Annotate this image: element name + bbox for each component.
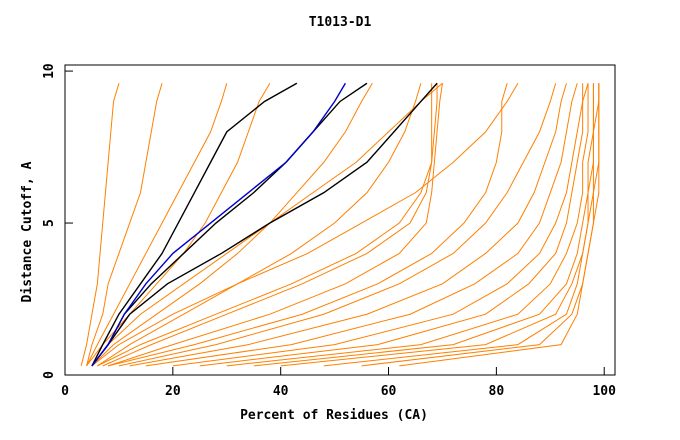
series-line	[145, 83, 578, 367]
series-line	[91, 82, 298, 367]
series-line	[172, 83, 584, 367]
series-line	[280, 83, 594, 367]
series-line	[323, 83, 600, 367]
series-line	[91, 82, 519, 367]
series-line	[129, 83, 567, 367]
plot-frame	[64, 64, 616, 376]
x-tick-label: 60	[381, 384, 397, 399]
x-tick-label: 0	[61, 384, 69, 399]
series-line	[91, 82, 346, 367]
series-line	[399, 83, 600, 367]
x-tick-label: 80	[489, 384, 505, 399]
series-line	[226, 83, 589, 367]
series-line	[118, 83, 557, 367]
series-line	[86, 82, 271, 367]
y-tick-label: 10	[42, 63, 57, 79]
plot-lines	[80, 82, 600, 367]
x-axis-label: Percent of Residues (CA)	[240, 408, 428, 423]
series-line	[80, 83, 120, 367]
series-line	[91, 82, 368, 367]
y-tick-label: 0	[42, 371, 57, 379]
series-line	[107, 83, 443, 367]
x-tick-label: 100	[592, 384, 616, 399]
y-tick-label: 5	[42, 219, 57, 227]
series-line	[91, 82, 438, 367]
series-line	[86, 83, 228, 367]
series-line	[97, 83, 433, 367]
series-line	[102, 83, 438, 367]
series-line	[199, 83, 589, 367]
series-line	[108, 83, 508, 367]
series-line	[97, 83, 422, 367]
chart-title: T1013-D1	[309, 15, 372, 30]
y-axis-label: Distance Cutoff, A	[20, 161, 35, 302]
x-tick-label: 40	[273, 384, 289, 399]
x-tick-label: 20	[165, 384, 181, 399]
series-line	[86, 83, 163, 367]
series-line	[253, 83, 594, 367]
